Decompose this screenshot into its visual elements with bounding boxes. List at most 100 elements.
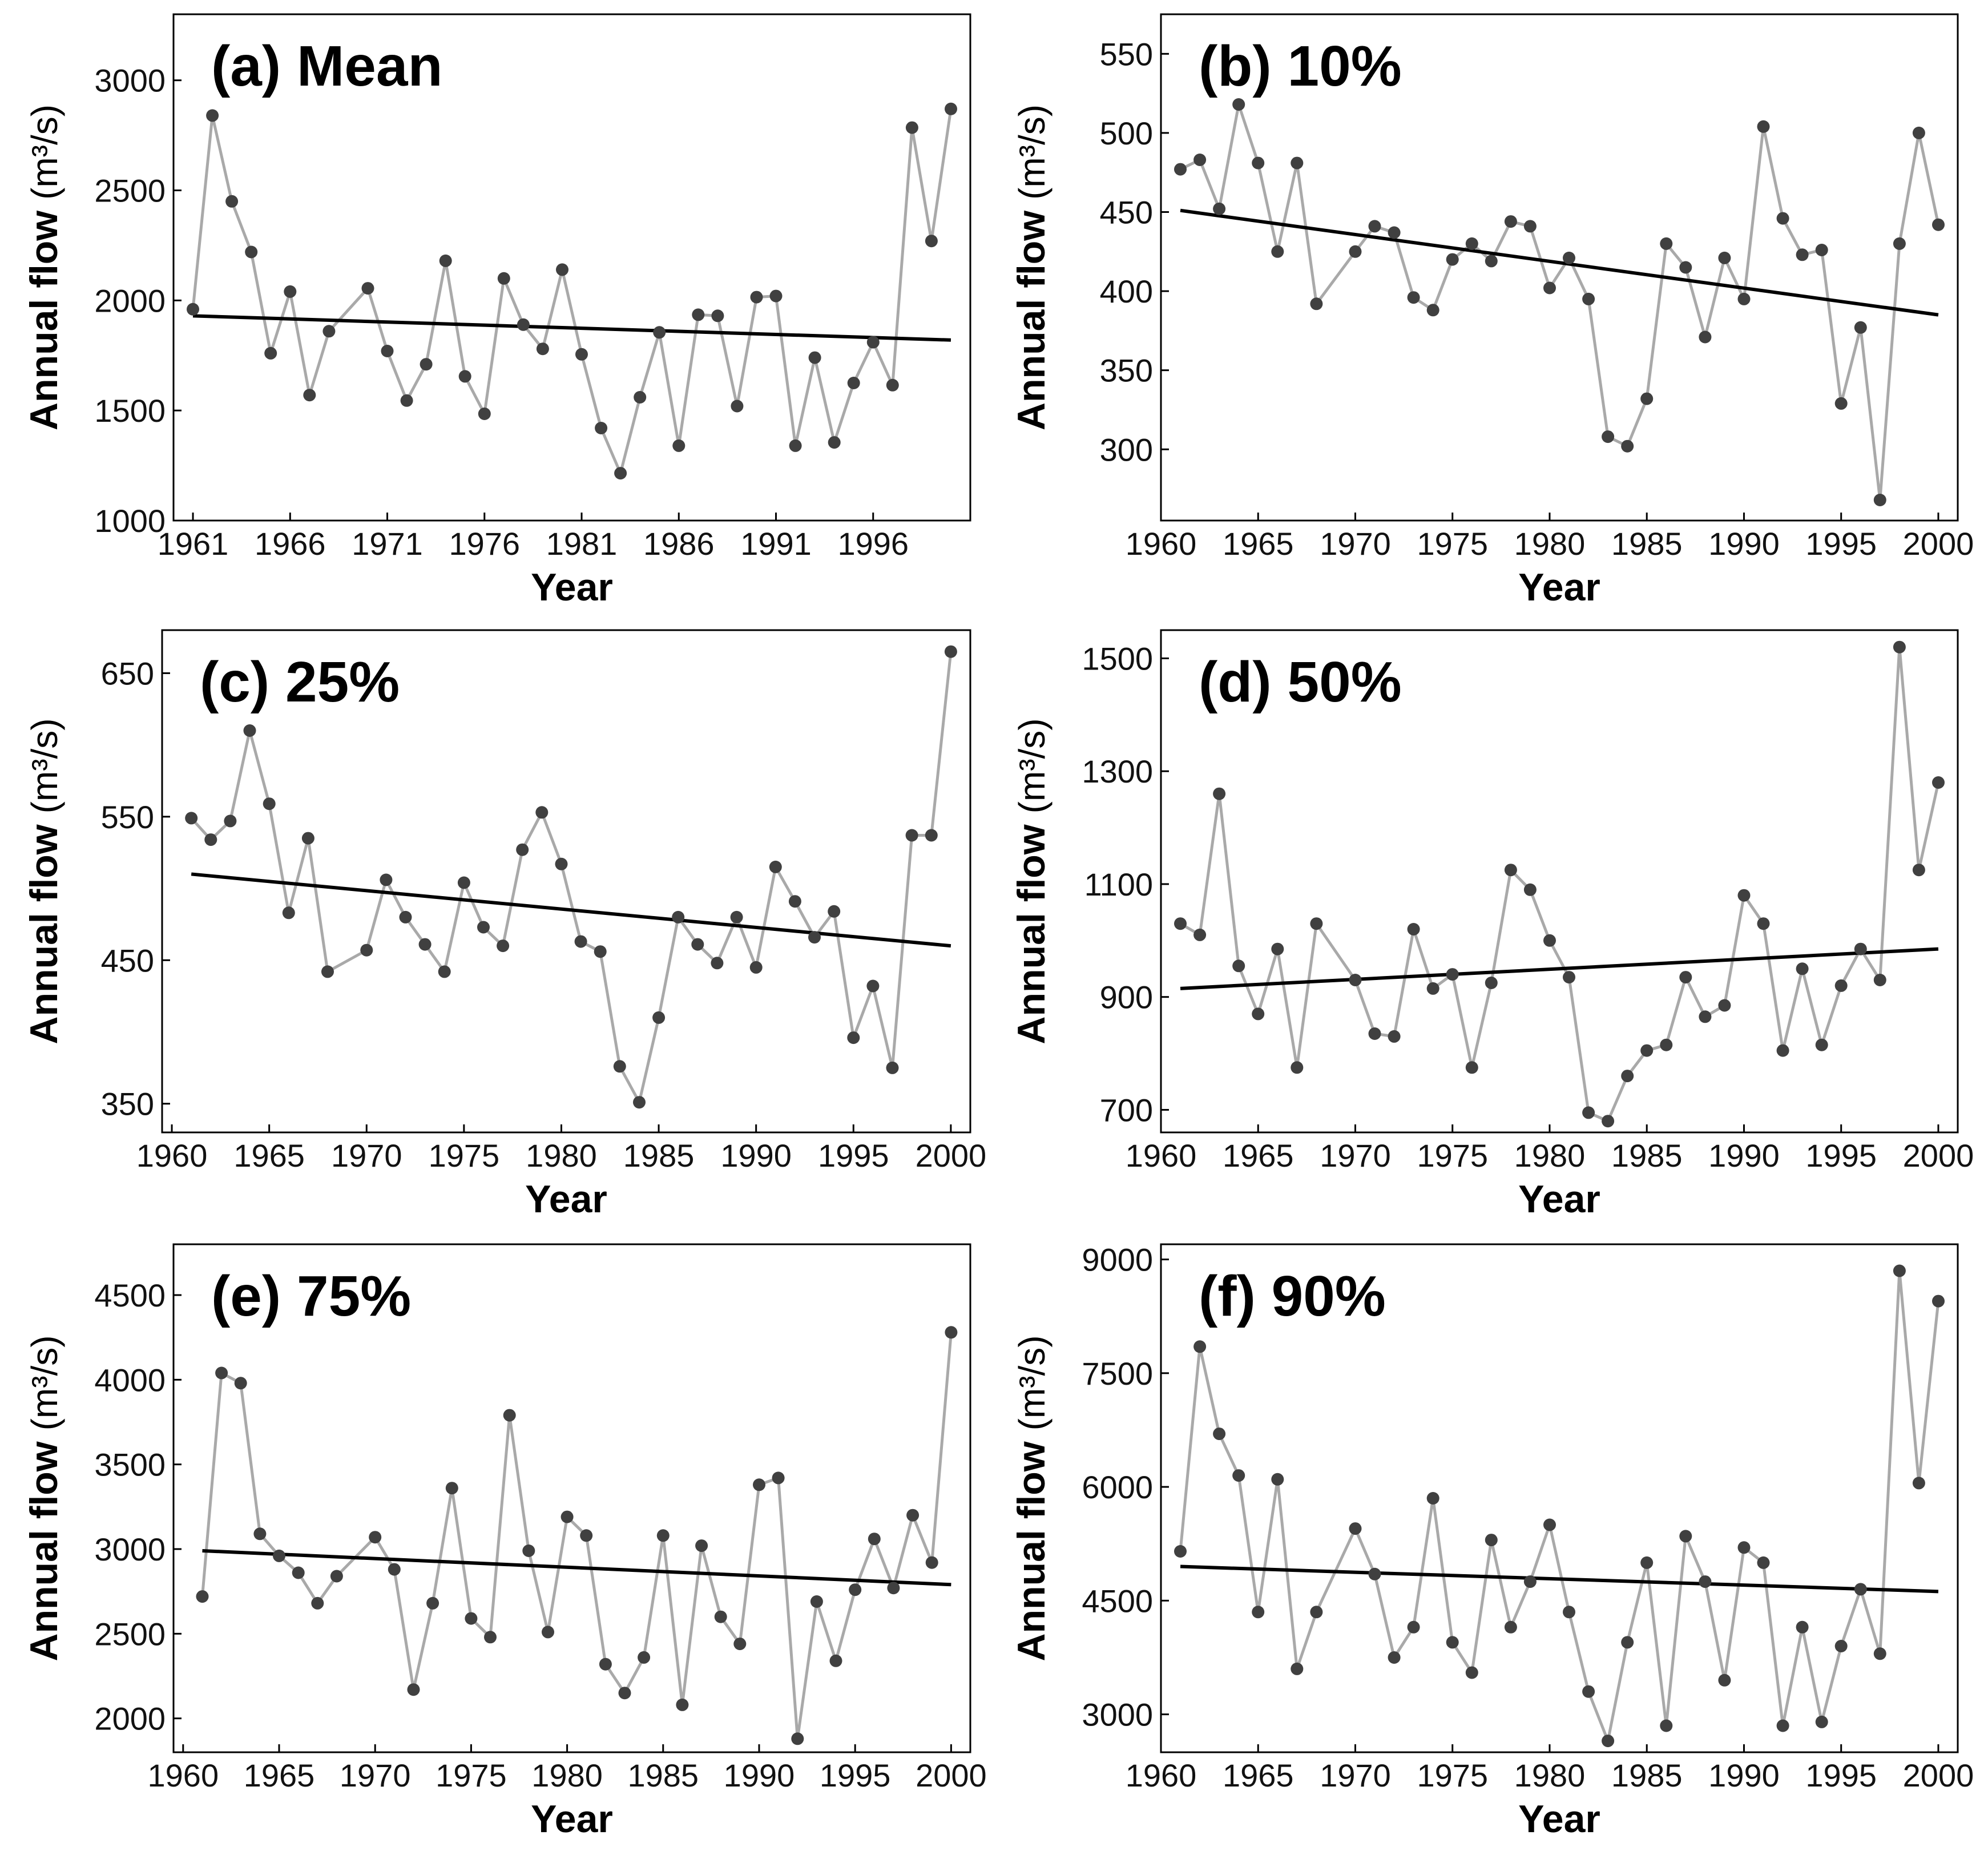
- x-tick-label: 1996: [837, 526, 909, 562]
- data-point: [1485, 977, 1498, 989]
- y-tick-label: 350: [1100, 353, 1153, 389]
- data-point: [1854, 1583, 1867, 1596]
- y-axis-title: Annual flow (m³/s): [22, 1335, 66, 1661]
- data-point: [731, 400, 744, 413]
- data-point: [1932, 1295, 1945, 1308]
- x-tick-label: 1975: [435, 1757, 507, 1793]
- data-point: [1368, 1567, 1381, 1580]
- data-point: [1776, 1719, 1789, 1732]
- series-line: [190, 651, 953, 1107]
- data-point: [599, 1658, 612, 1671]
- data-point: [1893, 237, 1906, 250]
- data-point: [1796, 1620, 1809, 1634]
- data-point: [925, 829, 938, 842]
- data-point: [399, 910, 412, 924]
- data-point: [1446, 1636, 1459, 1649]
- data-point: [1349, 245, 1362, 258]
- y-tick-label: 450: [1100, 194, 1153, 230]
- x-tick-label: 1995: [1805, 1757, 1877, 1793]
- data-point: [828, 436, 841, 449]
- x-tick-label: 1990: [724, 1757, 795, 1793]
- data-point: [1193, 154, 1207, 166]
- data-point: [1602, 1735, 1615, 1748]
- data-point: [1193, 1340, 1207, 1353]
- chart-panel-0: 1961 1966 1971 1976 1981 1986 1991 1996 1000 1500…: [22, 13, 971, 609]
- data-point: [638, 1651, 651, 1664]
- y-tick-label: 2000: [94, 283, 166, 318]
- y-axis-label: Annual flow: [1010, 813, 1053, 1044]
- data-point: [1213, 202, 1226, 215]
- data-point: [1504, 1620, 1517, 1634]
- y-tick-label: 500: [1100, 115, 1153, 151]
- data-point: [772, 1471, 785, 1485]
- data-point: [439, 254, 452, 267]
- x-tick-label: 1985: [1611, 1138, 1683, 1173]
- data-point: [187, 303, 199, 316]
- y-tick-label: 400: [1100, 273, 1153, 309]
- x-tick-label: 2000: [1903, 1138, 1974, 1173]
- x-tick-label: 1985: [623, 1138, 695, 1173]
- x-tick-label: 1960: [1126, 526, 1197, 562]
- y-tick-label: 1500: [1082, 640, 1153, 676]
- data-point: [478, 408, 491, 420]
- y-axis-unit: (m³/s): [1011, 718, 1053, 813]
- data-point: [497, 272, 510, 285]
- y-axis-label: Annual flow: [1010, 200, 1053, 430]
- data-point: [1640, 392, 1654, 405]
- data-point: [458, 370, 471, 383]
- data-point: [1834, 1640, 1848, 1652]
- data-point: [225, 195, 239, 208]
- x-tick-label: 1970: [340, 1757, 411, 1793]
- data-point: [945, 1326, 958, 1339]
- data-point: [886, 1061, 899, 1074]
- series-line: [191, 108, 953, 478]
- data-point: [263, 797, 276, 810]
- data-point: [245, 245, 258, 259]
- x-axis-title: Year: [531, 566, 613, 609]
- x-tick-label: 1990: [1708, 526, 1780, 562]
- data-point: [284, 285, 297, 298]
- y-tick-label: 300: [1100, 432, 1153, 467]
- data-point: [1815, 1715, 1828, 1728]
- data-point: [1446, 968, 1459, 981]
- data-point: [1232, 98, 1245, 111]
- x-axis-title: Year: [1518, 1177, 1600, 1221]
- data-point: [1504, 864, 1517, 877]
- data-point: [322, 325, 336, 338]
- data-point: [1873, 974, 1886, 986]
- data-point: [711, 957, 724, 970]
- y-axis-unit: (m³/s): [1011, 104, 1053, 200]
- x-tick-label: 1965: [233, 1138, 305, 1173]
- x-tick-label: 1975: [1417, 526, 1488, 562]
- data-point: [388, 1563, 401, 1576]
- data-point: [1252, 1007, 1265, 1021]
- data-point: [613, 1060, 626, 1073]
- data-point: [1757, 917, 1770, 930]
- y-tick-label: 450: [101, 942, 154, 978]
- y-axis-unit: (m³/s): [24, 104, 65, 200]
- trend-line: [1180, 208, 1939, 317]
- data-point: [1718, 251, 1731, 264]
- data-point: [465, 1612, 478, 1625]
- panel-title: (b) 10%: [1199, 34, 1402, 98]
- data-point: [1310, 917, 1323, 930]
- y-axis-unit: (m³/s): [24, 1335, 65, 1430]
- data-point: [575, 348, 588, 361]
- trend-line: [202, 1548, 951, 1587]
- data-point: [1757, 120, 1770, 133]
- data-point: [1602, 1115, 1615, 1128]
- data-point: [828, 905, 841, 918]
- data-point: [1271, 942, 1284, 955]
- data-point: [905, 829, 918, 842]
- data-point: [574, 935, 587, 948]
- data-point: [445, 1482, 458, 1495]
- panel-title: (c) 25%: [200, 650, 400, 714]
- plot-frame: [161, 629, 971, 1134]
- data-point: [1621, 1636, 1634, 1649]
- x-tick-label: 1981: [546, 526, 618, 562]
- data-point: [633, 1096, 646, 1109]
- data-point: [925, 235, 938, 248]
- y-axis-unit: (m³/s): [24, 718, 65, 813]
- data-point: [1291, 156, 1304, 170]
- data-point: [1523, 220, 1537, 233]
